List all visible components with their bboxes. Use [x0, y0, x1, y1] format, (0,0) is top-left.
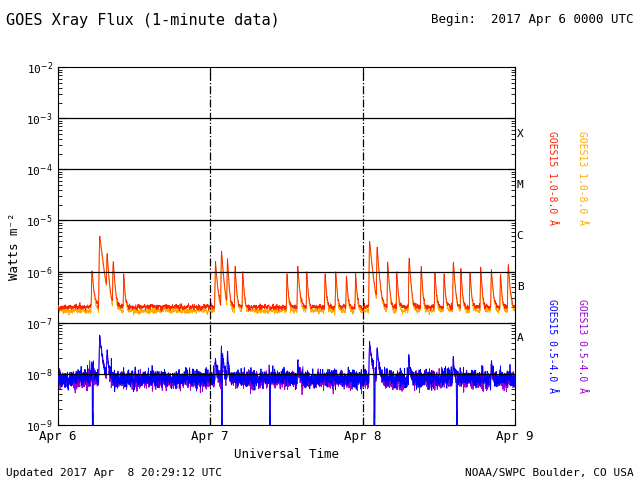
Text: X: X — [516, 129, 524, 139]
Text: NOAA/SWPC Boulder, CO USA: NOAA/SWPC Boulder, CO USA — [465, 468, 634, 478]
Text: GOES13 0.5-4.0 Å: GOES13 0.5-4.0 Å — [577, 299, 588, 393]
Y-axis label: Watts m⁻²: Watts m⁻² — [8, 212, 20, 280]
Text: Updated 2017 Apr  8 20:29:12 UTC: Updated 2017 Apr 8 20:29:12 UTC — [6, 468, 223, 478]
Text: M: M — [516, 180, 524, 190]
X-axis label: Universal Time: Universal Time — [234, 448, 339, 461]
Text: C: C — [516, 231, 524, 241]
Text: B: B — [516, 282, 524, 292]
Text: A: A — [516, 333, 524, 343]
Text: Begin:  2017 Apr 6 0000 UTC: Begin: 2017 Apr 6 0000 UTC — [431, 13, 634, 26]
Text: GOES15 1.0-8.0 Å: GOES15 1.0-8.0 Å — [547, 131, 557, 225]
Text: GOES Xray Flux (1-minute data): GOES Xray Flux (1-minute data) — [6, 13, 280, 28]
Text: GOES13 1.0-8.0 Å: GOES13 1.0-8.0 Å — [577, 131, 588, 225]
Text: GOES15 0.5-4.0 Å: GOES15 0.5-4.0 Å — [547, 299, 557, 393]
